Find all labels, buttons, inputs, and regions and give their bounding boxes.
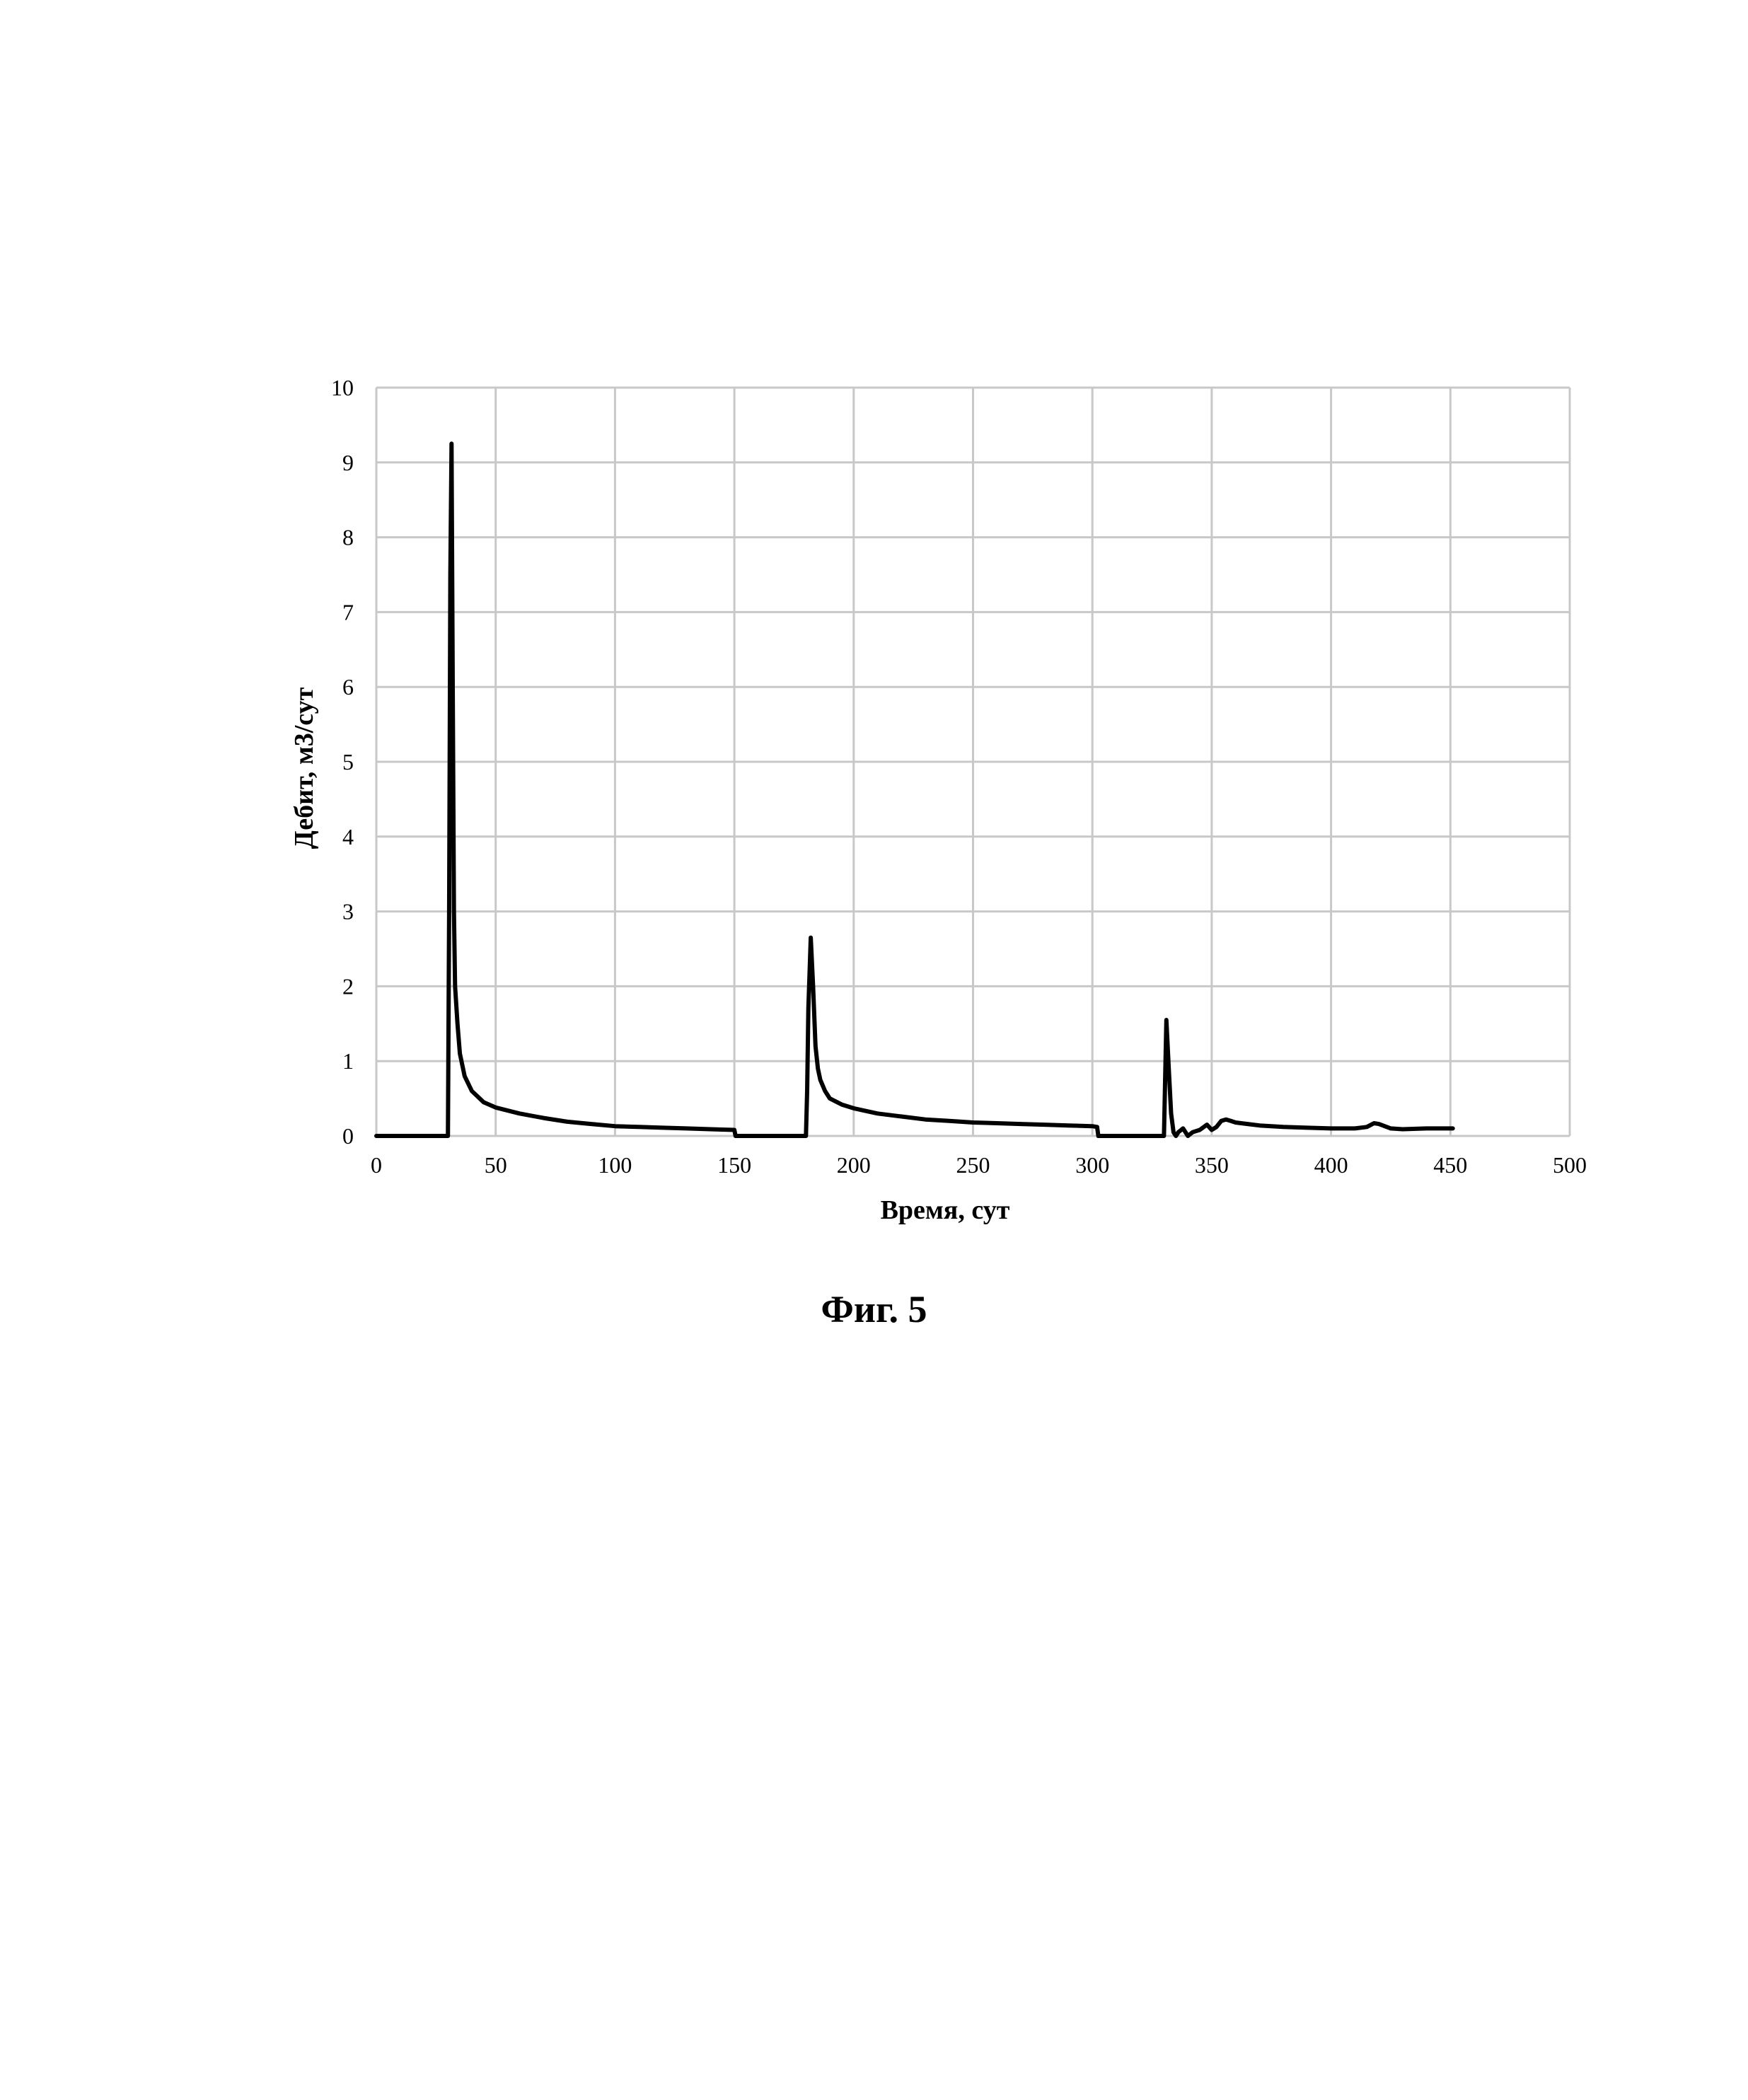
x-tick-label: 250 xyxy=(956,1152,990,1178)
figure-caption: Фиг. 5 xyxy=(0,1287,1748,1331)
y-tick-label: 1 xyxy=(342,1048,354,1074)
y-tick-label: 5 xyxy=(342,749,354,775)
x-axis-title: Время, сут xyxy=(881,1195,1010,1225)
x-tick-label: 100 xyxy=(598,1152,632,1178)
x-tick-label: 0 xyxy=(371,1152,382,1178)
grid xyxy=(376,388,1570,1136)
y-tick-label: 3 xyxy=(342,899,354,924)
y-tick-label: 7 xyxy=(342,599,354,625)
series-line xyxy=(376,443,1453,1136)
series-layer xyxy=(376,443,1453,1136)
x-tick-label: 200 xyxy=(837,1152,871,1178)
y-tick-label: 9 xyxy=(342,450,354,475)
y-axis-ticks: 0 1 2 3 4 5 6 7 8 9 10 xyxy=(331,375,354,1149)
y-tick-label: 2 xyxy=(342,973,354,999)
x-tick-label: 350 xyxy=(1195,1152,1229,1178)
x-tick-label: 400 xyxy=(1314,1152,1348,1178)
y-tick-label: 4 xyxy=(342,824,354,849)
y-tick-label: 10 xyxy=(331,375,354,400)
x-tick-label: 300 xyxy=(1075,1152,1109,1178)
x-axis-ticks: 0 50 100 150 200 250 300 350 400 450 500 xyxy=(371,1152,1587,1178)
x-tick-label: 500 xyxy=(1553,1152,1587,1178)
y-axis-title: Дебит, м3/сут xyxy=(289,687,319,849)
x-tick-label: 150 xyxy=(717,1152,751,1178)
y-tick-label: 0 xyxy=(342,1123,354,1149)
x-tick-label: 50 xyxy=(485,1152,507,1178)
x-tick-label: 450 xyxy=(1433,1152,1467,1178)
y-tick-label: 6 xyxy=(342,674,354,700)
y-tick-label: 8 xyxy=(342,525,354,550)
